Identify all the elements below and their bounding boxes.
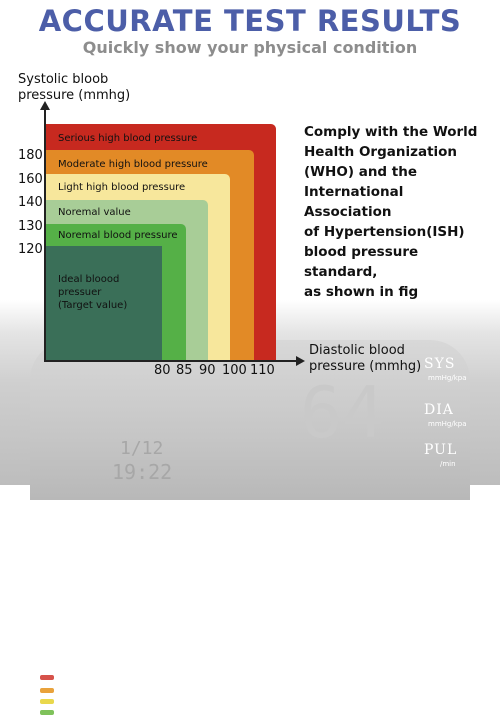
device-dia-unit: mmHg/kpa: [428, 420, 467, 428]
x-tick-85: 85: [176, 363, 193, 378]
zone-label-ideal-line3: (Target value): [58, 300, 128, 311]
y-axis-label: Systolic bloob pressure (mmhg): [18, 72, 130, 104]
device-face: [30, 340, 470, 500]
device-sys-unit: mmHg/kpa: [428, 374, 467, 382]
statement-line5: of Hypertension(ISH): [304, 224, 465, 240]
y-axis-label-line2: pressure (mmhg): [18, 88, 131, 103]
y-tick-130: 130: [18, 219, 43, 234]
led-red: [40, 675, 54, 680]
zone-label-ideal: Ideal bloood: [58, 274, 120, 285]
led-orange: [40, 688, 54, 693]
y-tick-180: 180: [18, 148, 43, 163]
device-dia-label: DIA: [424, 402, 454, 418]
device-pul-label: PUL: [424, 442, 458, 458]
zone-label-normal-value: Noremal value: [58, 207, 131, 218]
y-axis-arrow: [40, 101, 50, 110]
led-green: [40, 710, 54, 715]
zone-label-normal-bp: Noremal blood pressure: [58, 230, 178, 241]
y-axis-label-line1: Systolic bloob: [18, 72, 109, 87]
zone-ideal: Ideal bloood pressuer (Target value): [46, 246, 162, 360]
x-axis-label: Diastolic blood pressure (mmhg): [309, 343, 421, 375]
y-tick-160: 160: [18, 172, 43, 187]
x-tick-100: 100: [222, 363, 247, 378]
led-yellow: [40, 699, 54, 704]
device-ghost-time: 1/12: [120, 438, 164, 459]
device-ghost-clock: 19:22: [112, 460, 173, 484]
device-pul-unit: /min: [440, 460, 456, 468]
x-axis-label-line2: pressure (mmhg): [309, 359, 422, 374]
x-tick-90: 90: [199, 363, 216, 378]
y-tick-120: 120: [18, 242, 43, 257]
x-axis: [44, 360, 298, 362]
device-ghost-digits: 64: [300, 372, 385, 454]
x-axis-arrow: [296, 356, 305, 366]
device-sys-label: SYS: [424, 356, 456, 372]
x-axis-label-line1: Diastolic blood: [309, 343, 405, 358]
statement-line2: Health Organization: [304, 144, 458, 160]
zone-label-ideal-line2: pressuer: [58, 287, 102, 298]
page-title: ACCURATE TEST RESULTS: [38, 4, 462, 38]
statement-line1: Comply with the World: [304, 124, 478, 140]
page-subtitle: Quickly show your physical condition: [82, 38, 418, 57]
zone-label-moderate: Moderate high blood pressure: [58, 159, 208, 170]
x-tick-110: 110: [250, 363, 275, 378]
statement-line7: as shown in fig: [304, 284, 419, 300]
zone-label-serious: Serious high blood pressure: [58, 133, 198, 144]
statement-line3: (WHO) and the: [304, 164, 418, 180]
zone-label-light: Light high blood pressure: [58, 182, 186, 193]
y-axis: [44, 108, 46, 362]
statement-line6: blood pressure standard,: [304, 244, 419, 280]
standard-statement: Comply with the World Health Organizatio…: [304, 122, 494, 302]
y-tick-140: 140: [18, 195, 43, 210]
statement-line4: International Association: [304, 184, 404, 220]
x-tick-80: 80: [154, 363, 171, 378]
